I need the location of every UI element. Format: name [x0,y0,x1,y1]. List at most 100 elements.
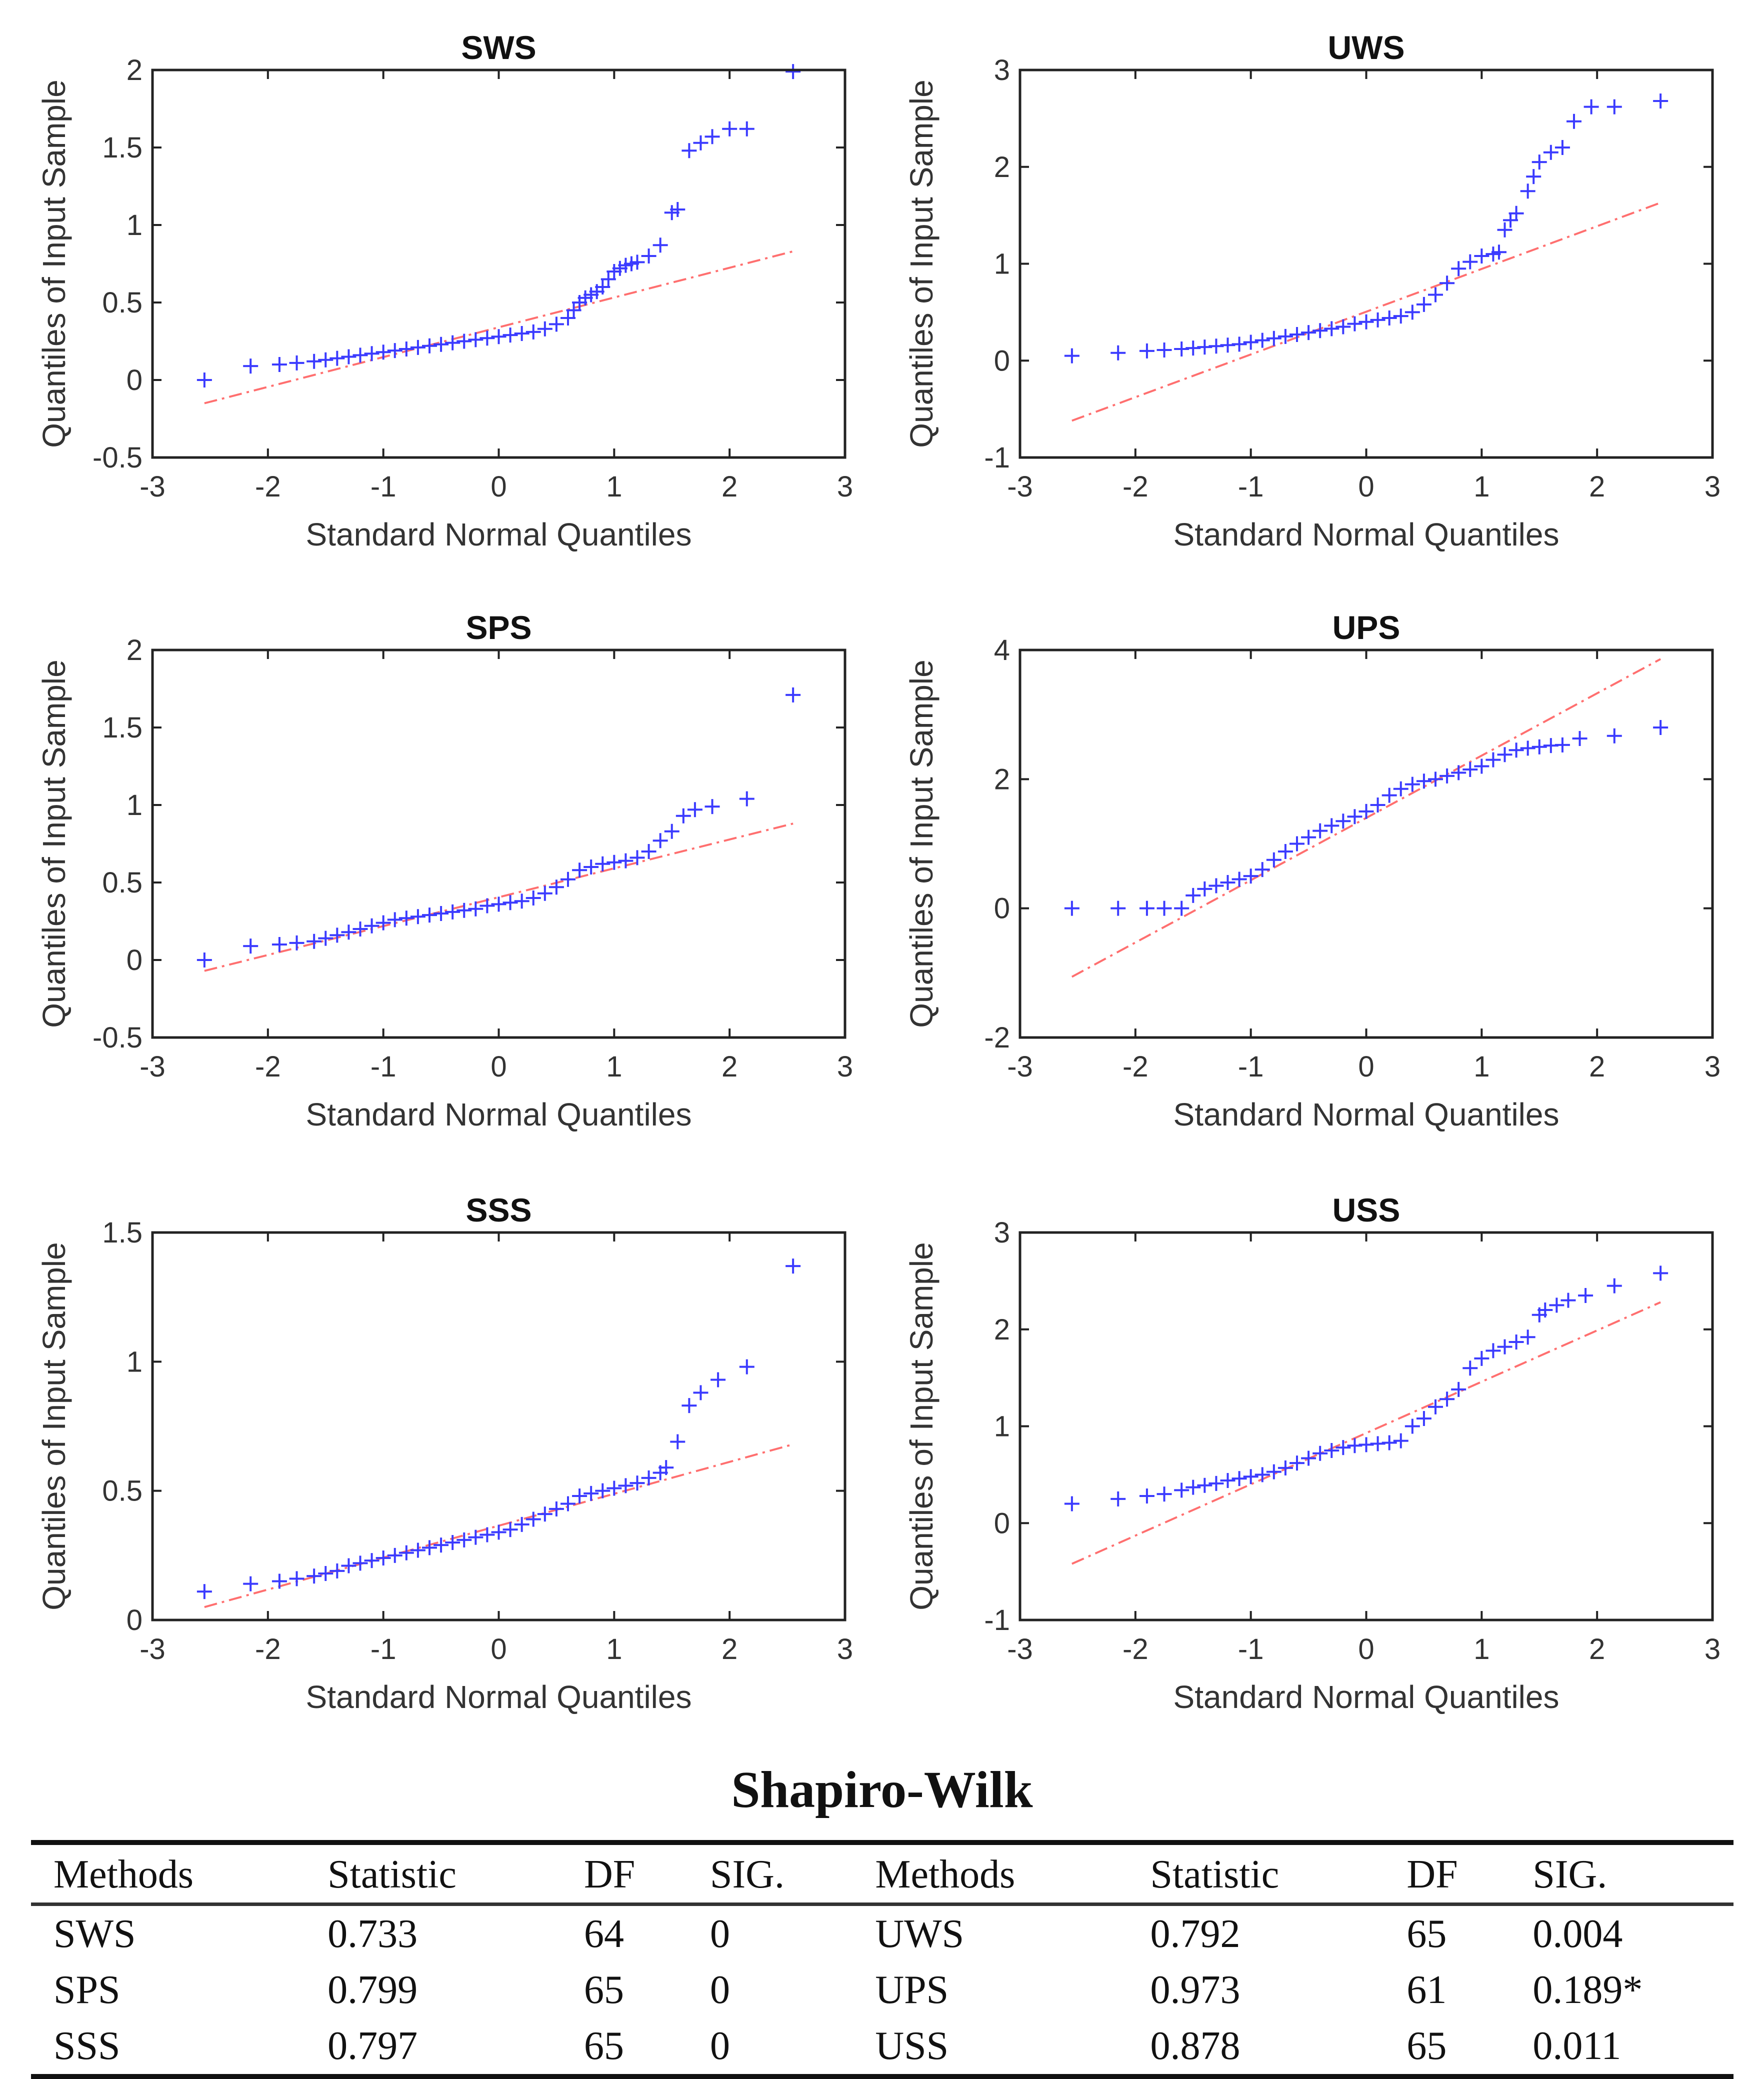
data-point [682,143,697,158]
data-point [572,1488,588,1504]
data-point [468,901,484,916]
column-header: Methods [31,1842,304,1906]
data-point [606,1480,622,1496]
data-point [1653,1266,1668,1281]
data-point [330,1563,345,1578]
data-point [410,340,426,355]
x-tick-label: 3 [1704,1050,1720,1083]
data-point [1404,776,1420,792]
data-point [1538,1302,1553,1318]
data-point [566,302,582,318]
y-tick-label: 0 [994,892,1010,925]
data-point [456,334,472,349]
data-point [1606,99,1622,114]
x-tick-label: 3 [837,1633,853,1666]
data-point [1290,1456,1304,1471]
data-point [376,915,391,930]
data-point [1347,809,1362,824]
data-point [1139,900,1154,916]
data-point [722,121,738,136]
x-tick-label: -1 [1238,1633,1264,1666]
table-cell: 0.011 [1532,2024,1622,2068]
data-point [652,238,668,253]
data-point [398,910,414,926]
data-point [1462,762,1478,777]
data-point [739,791,754,806]
data-point [1560,1292,1576,1308]
data-point [422,908,437,923]
data-point [1156,1486,1172,1502]
data-point [1243,868,1258,884]
x-tick-label: 1 [606,1633,622,1666]
y-tick-label: 1.5 [102,132,142,164]
data-point [786,687,801,702]
data-point [1324,321,1340,336]
y-axis-label: Quantiles of Input Sample [36,80,72,448]
data-point [480,1527,495,1542]
data-point [641,248,656,264]
table-cell: SWS [54,1912,136,1956]
data-point [330,350,345,366]
data-point [526,890,541,906]
shapiro-wilk-table: Methods Statistic DF SIG. Methods Statistic DF… [31,1840,1734,2079]
x-tick-label: 1 [606,470,622,503]
data-point [1486,752,1501,768]
y-tick-label: 1 [126,789,142,822]
data-point [1254,1467,1270,1482]
data-point [456,902,472,918]
table-cell: UPS [875,1968,949,2012]
table-title: Shapiro-Wilk [731,1761,1033,1818]
x-tick-label: -1 [370,1633,396,1666]
data-point [1451,1382,1466,1397]
data-point [289,935,304,950]
x-tick-label: 2 [1589,1633,1605,1666]
data-point [630,850,645,866]
x-tick-label: -1 [370,470,396,503]
y-tick-label: 0.5 [102,1475,142,1508]
table-cell: SPS [54,1968,120,2012]
x-tick-label: -3 [1007,1050,1033,1083]
y-tick-label: 1.5 [102,1216,142,1249]
data-point [1266,1464,1282,1480]
x-axis-label: Standard Normal Quantiles [306,1096,692,1132]
data-point [502,1522,518,1538]
data-point [1243,1469,1258,1484]
data-point [1197,881,1212,896]
qq-plot-uws: -3 -2 -1 0 1 2 3 -1 0 1 2 3 UWS Standard Normal Quant… [904,29,1720,552]
x-tick-label: 0 [1358,1050,1374,1083]
x-tick-label: -1 [370,1050,396,1083]
data-point [1232,336,1247,352]
data-point [398,1545,414,1560]
data-point [1497,747,1512,762]
x-tick-label: 0 [490,1050,506,1083]
table-cell: 0.878 [1150,2024,1240,2068]
data-point [341,1558,356,1574]
data-point [376,344,391,360]
table-cell: SSS [54,2024,120,2068]
x-tick-label: -1 [1238,1050,1264,1083]
data-point [434,906,449,921]
data-point [1428,287,1443,302]
plot-title: SSS [466,1192,532,1228]
data-point [445,335,460,350]
data-point [480,898,495,914]
data-point [548,316,564,332]
column-header: DF [1382,1842,1509,1906]
data-point [1440,1392,1455,1407]
data-point [243,358,258,374]
data-point [1520,1330,1536,1345]
data-point [1208,878,1224,894]
data-point [1254,332,1270,348]
data-point [364,346,380,362]
data-point [1110,1491,1126,1506]
data-point [1290,326,1304,342]
data-point [352,348,368,363]
y-axis-label: Quantiles of Input Sample [904,660,940,1028]
data-point [306,354,322,369]
data-point [1497,222,1512,238]
data-point [1064,348,1080,364]
y-tick-label: 0 [126,364,142,396]
table-header-row: Methods Statistic DF SIG. Methods Statistic DF… [31,1842,1734,1906]
data-point [1474,758,1490,774]
data-point [526,324,541,340]
